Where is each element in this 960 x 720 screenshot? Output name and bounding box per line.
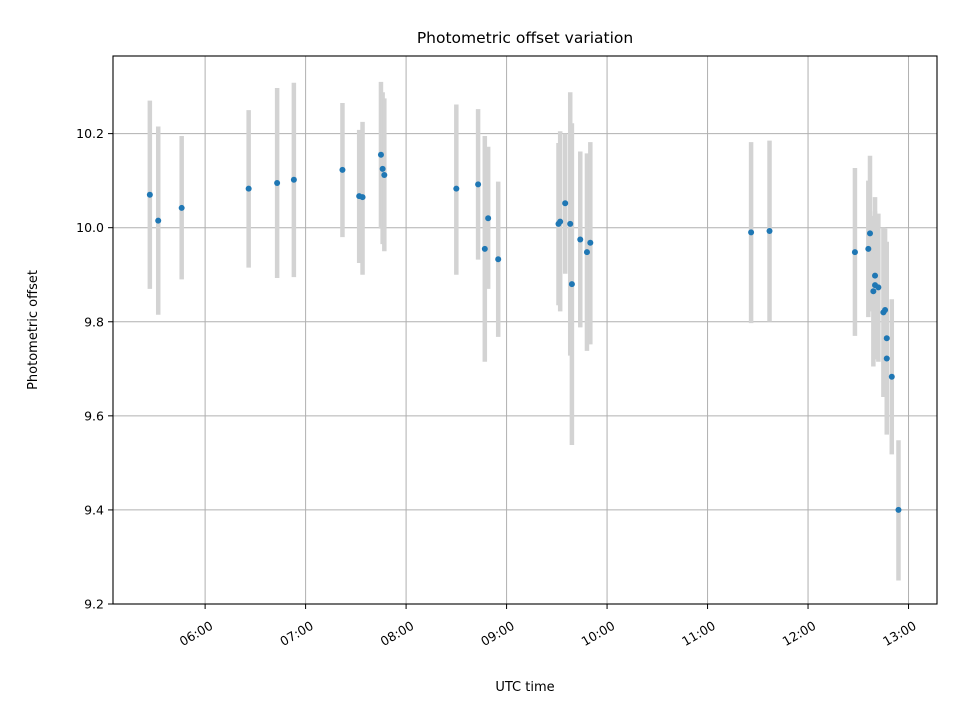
y-tick-label: 9.8 bbox=[84, 314, 104, 329]
data-point bbox=[865, 245, 872, 252]
data-point bbox=[567, 220, 574, 227]
y-axis: 9.2 9.4 9.6 9.8 10.0 10.2 bbox=[76, 126, 113, 612]
data-point bbox=[495, 256, 502, 263]
data-point bbox=[475, 181, 482, 188]
data-points bbox=[146, 151, 902, 513]
data-point bbox=[882, 307, 889, 314]
data-point bbox=[851, 249, 858, 256]
plot-frame bbox=[112, 55, 938, 605]
data-point bbox=[883, 335, 890, 342]
data-point bbox=[155, 217, 162, 224]
data-point bbox=[766, 227, 773, 234]
data-point bbox=[339, 166, 346, 173]
data-point bbox=[875, 284, 882, 291]
data-point bbox=[359, 194, 366, 201]
grid-layer bbox=[113, 56, 937, 605]
data-point bbox=[290, 176, 297, 183]
data-point bbox=[562, 200, 569, 207]
data-point bbox=[587, 239, 594, 246]
data-point bbox=[381, 172, 388, 179]
data-point bbox=[867, 230, 874, 237]
y-tick-label: 10.2 bbox=[76, 126, 104, 141]
data-point bbox=[583, 249, 590, 256]
data-point bbox=[377, 151, 384, 158]
data-point bbox=[883, 355, 890, 362]
data-point bbox=[178, 204, 185, 211]
data-point bbox=[557, 218, 564, 225]
data-point bbox=[870, 288, 877, 295]
y-tick-label: 9.6 bbox=[84, 408, 104, 423]
y-tick-label: 9.4 bbox=[84, 502, 104, 517]
data-point bbox=[485, 215, 492, 222]
y-tick-label: 9.2 bbox=[84, 597, 104, 612]
y-axis-label: Photometric offset bbox=[26, 270, 41, 390]
data-point bbox=[245, 185, 252, 192]
data-point bbox=[895, 506, 902, 513]
data-point bbox=[577, 236, 584, 243]
data-point bbox=[888, 373, 895, 380]
data-point bbox=[748, 229, 755, 236]
x-axis-label: UTC time bbox=[495, 680, 554, 695]
data-point bbox=[274, 180, 281, 187]
chart-title: Photometric offset variation bbox=[417, 29, 633, 47]
data-point bbox=[568, 281, 575, 288]
data-point bbox=[872, 272, 879, 279]
plot-area bbox=[112, 55, 938, 605]
data-point bbox=[146, 191, 153, 198]
y-tick-label: 10.0 bbox=[76, 220, 104, 235]
data-point bbox=[453, 185, 460, 192]
data-point bbox=[379, 165, 386, 172]
data-point bbox=[481, 245, 488, 252]
